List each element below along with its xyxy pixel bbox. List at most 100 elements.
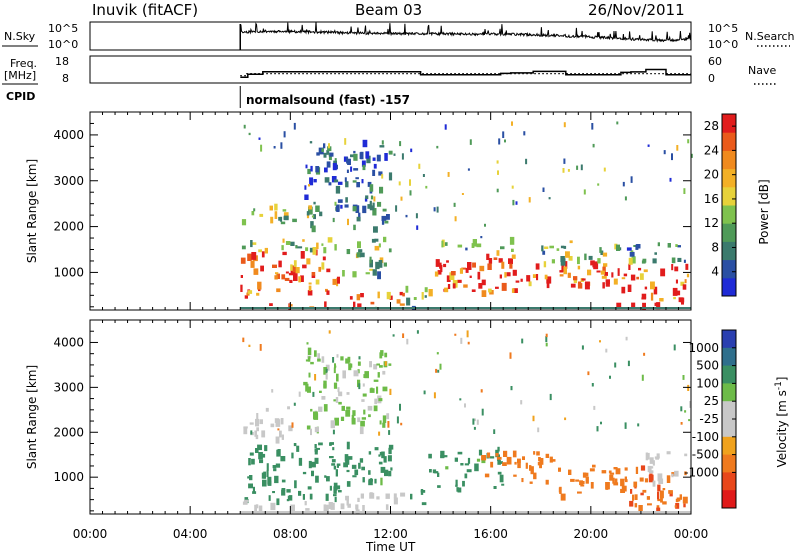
velocity-cell [545, 453, 550, 458]
velocity-cell [530, 466, 534, 475]
time-tick-label: 12:00 [373, 527, 408, 541]
power-colorbar-bin [722, 114, 736, 133]
power-cell [370, 195, 374, 200]
velocity-cell [332, 357, 335, 363]
power-cell [409, 179, 411, 186]
power-cell [642, 302, 646, 310]
velocity-cell [510, 386, 513, 391]
power-cell [639, 273, 644, 280]
power-cell [544, 274, 548, 280]
power-cell [272, 264, 277, 268]
velocity-cell [512, 450, 517, 458]
velocity-cell [338, 490, 342, 493]
velocity-cell [675, 498, 679, 503]
power-cell [311, 225, 316, 233]
velocity-cell [307, 386, 311, 393]
velocity-cell [338, 391, 343, 397]
velocity-cell [545, 336, 548, 343]
velocity-cell [533, 472, 537, 480]
power-colorbar-bin [722, 186, 736, 206]
power-cell [366, 155, 371, 164]
velocity-cell [329, 485, 332, 491]
power-cell [381, 217, 385, 225]
power-cell [441, 240, 444, 248]
noise-tick-bottom-right: 10^0 [708, 38, 738, 51]
velocity-cell [564, 417, 567, 421]
power-cell [313, 201, 316, 205]
velocity-cell [367, 405, 373, 411]
power-cell [375, 261, 380, 270]
velocity-cell [517, 458, 521, 464]
power-cell [307, 168, 311, 175]
power-cell [565, 251, 570, 258]
velocity-cell [323, 404, 328, 412]
power-cell [601, 275, 607, 279]
velocity-cell [379, 451, 383, 456]
velocity-cell [671, 473, 674, 478]
velocity-cell [346, 498, 349, 506]
power-cell [344, 177, 347, 182]
velocity-cell [275, 463, 281, 468]
velocity-cell [336, 373, 339, 382]
velocity-cell [378, 461, 383, 465]
power-cell [324, 167, 328, 173]
velocity-cell [592, 464, 596, 468]
velocity-cell [348, 363, 352, 371]
noise-series [239, 21, 691, 50]
velocity-cell [641, 374, 644, 381]
time-tick-label: 00:00 [73, 527, 108, 541]
power-cell [605, 279, 610, 284]
velocity-cell [377, 372, 380, 378]
power-ytick-label: 3000 [53, 174, 84, 188]
velocity-cell [346, 441, 350, 450]
power-cell [627, 284, 632, 292]
velocity-cell [296, 445, 300, 452]
velocity-cell [290, 504, 295, 512]
power-cell [461, 267, 466, 270]
velocity-cell [601, 470, 607, 474]
power-cell [328, 182, 332, 186]
velocity-cell [313, 411, 318, 420]
power-cell [298, 276, 301, 283]
velocity-cell [662, 488, 666, 491]
velocity-cell [386, 413, 390, 420]
velocity-cell [303, 381, 308, 386]
velocity-cell [272, 491, 275, 494]
power-cell [511, 185, 514, 189]
power-cell [633, 245, 636, 247]
power-cell [353, 168, 359, 171]
velocity-cell [666, 451, 671, 455]
velocity-cell [259, 459, 264, 464]
velocity-cell [584, 472, 589, 477]
velocity-cell [277, 428, 280, 431]
power-cell [562, 168, 565, 173]
power-cell [357, 241, 361, 249]
power-cell [352, 206, 357, 212]
velocity-cell [648, 474, 654, 483]
power-cell [281, 245, 284, 251]
power-cell [347, 158, 351, 165]
power-cell [258, 137, 261, 140]
power-cell [487, 263, 492, 270]
velocity-cell [454, 333, 457, 336]
velocity-cell [495, 453, 499, 457]
velocity-cell [605, 348, 608, 353]
velocity-cell [345, 495, 349, 501]
cpid-label: CPID [6, 90, 35, 103]
power-cell [240, 284, 243, 292]
velocity-cell [333, 494, 337, 497]
velocity-cell [334, 496, 337, 503]
velocity-cell [487, 452, 491, 458]
velocity-cell [335, 397, 339, 403]
velocity-colorbar-bin [722, 454, 736, 473]
velocity-cell [314, 350, 317, 357]
velocity-cell [353, 370, 359, 377]
power-cell [345, 181, 349, 188]
power-cell [687, 139, 690, 144]
velocity-cell [351, 414, 355, 423]
velocity-cell [587, 371, 590, 376]
power-cell [647, 144, 650, 147]
velocity-cell [459, 398, 462, 401]
power-cell [399, 303, 405, 306]
power-cell [439, 262, 442, 269]
